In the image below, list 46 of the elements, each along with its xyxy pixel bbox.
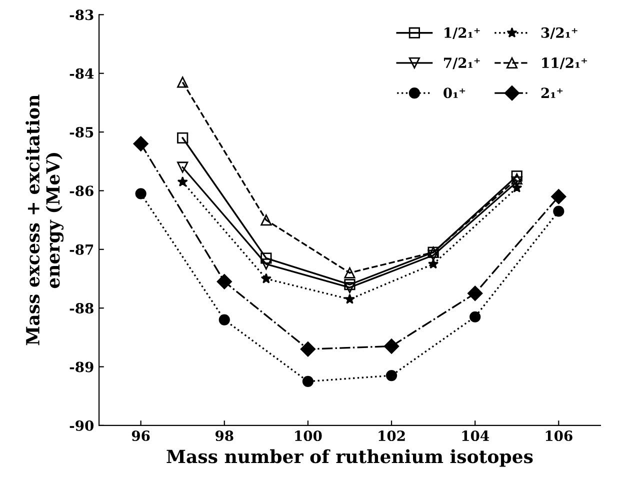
point bbox=[177, 176, 188, 187]
x-tick-label: 100 bbox=[295, 430, 322, 442]
y-tick-label: -86 bbox=[70, 186, 94, 196]
point bbox=[177, 76, 188, 88]
point bbox=[133, 136, 148, 152]
point bbox=[300, 342, 316, 357]
y-tick-label: -85 bbox=[70, 127, 94, 138]
x-tick-label: 96 bbox=[132, 430, 150, 442]
legend-label: 2₁⁺ bbox=[541, 88, 563, 98]
y-tick-label: -88 bbox=[70, 303, 94, 314]
legend-label: 0₁⁺ bbox=[444, 88, 466, 98]
point bbox=[344, 294, 356, 304]
x-tick-label: 102 bbox=[378, 430, 405, 442]
x-tick-label: 104 bbox=[462, 430, 490, 442]
point bbox=[384, 338, 400, 354]
legend-label: 3/2₁⁺ bbox=[541, 27, 578, 40]
point bbox=[218, 314, 230, 326]
point bbox=[428, 258, 439, 269]
point bbox=[135, 188, 146, 200]
point bbox=[344, 267, 356, 278]
y-tick-label: -84 bbox=[70, 68, 94, 79]
point bbox=[260, 273, 272, 284]
legend-label: 11/2₁⁺ bbox=[542, 58, 587, 70]
y-tick-label: -83 bbox=[70, 10, 94, 20]
y-tick-label: -89 bbox=[70, 362, 94, 372]
point bbox=[216, 274, 232, 290]
point bbox=[177, 162, 188, 173]
y-tick-label: -87 bbox=[70, 244, 94, 255]
point bbox=[511, 170, 522, 182]
point bbox=[470, 311, 481, 322]
point bbox=[302, 376, 314, 387]
point bbox=[344, 279, 356, 290]
point bbox=[260, 214, 272, 226]
point bbox=[553, 206, 564, 217]
point bbox=[468, 286, 483, 301]
point bbox=[386, 370, 398, 382]
point bbox=[260, 252, 272, 264]
y-tick-label: -90 bbox=[70, 420, 94, 431]
point bbox=[551, 189, 566, 204]
x-axis-title: Mass number of ruthenium isotopes bbox=[166, 449, 533, 467]
legend-label: 1/2₁⁺ bbox=[444, 27, 480, 40]
x-tick-label: 106 bbox=[546, 430, 572, 442]
y-axis-title: Mass excess + excitation energy (MeV) bbox=[26, 94, 64, 346]
x-tick-label: 98 bbox=[215, 430, 234, 442]
legend-label: 7/2₁⁺ bbox=[444, 58, 480, 70]
point bbox=[177, 132, 188, 144]
